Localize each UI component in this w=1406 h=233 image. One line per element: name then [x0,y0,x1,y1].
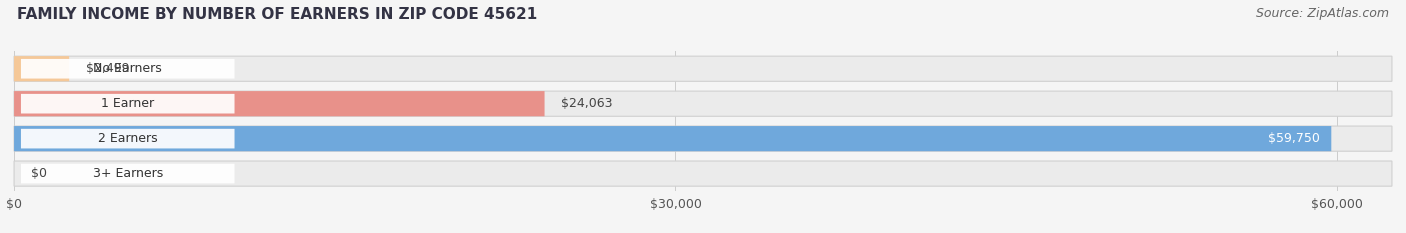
FancyBboxPatch shape [14,91,1392,116]
FancyBboxPatch shape [21,164,235,183]
FancyBboxPatch shape [14,56,69,81]
FancyBboxPatch shape [21,129,235,148]
FancyBboxPatch shape [14,91,544,116]
FancyBboxPatch shape [21,94,235,113]
Text: 2 Earners: 2 Earners [98,132,157,145]
Text: No Earners: No Earners [93,62,162,75]
Text: 1 Earner: 1 Earner [101,97,155,110]
Text: Source: ZipAtlas.com: Source: ZipAtlas.com [1256,7,1389,20]
Text: $24,063: $24,063 [561,97,613,110]
FancyBboxPatch shape [14,126,1331,151]
Text: $0: $0 [31,167,46,180]
FancyBboxPatch shape [14,56,1392,81]
Text: FAMILY INCOME BY NUMBER OF EARNERS IN ZIP CODE 45621: FAMILY INCOME BY NUMBER OF EARNERS IN ZI… [17,7,537,22]
FancyBboxPatch shape [21,59,235,79]
Text: $2,499: $2,499 [86,62,129,75]
Text: $59,750: $59,750 [1268,132,1320,145]
FancyBboxPatch shape [14,126,1392,151]
Text: 3+ Earners: 3+ Earners [93,167,163,180]
FancyBboxPatch shape [14,161,1392,186]
